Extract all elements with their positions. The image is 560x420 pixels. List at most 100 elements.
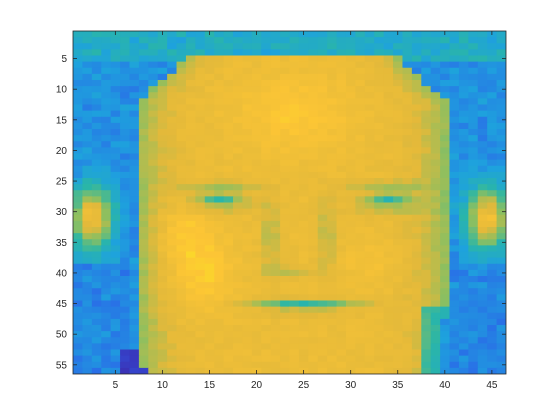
heatmap-cell bbox=[270, 208, 281, 216]
heatmap-cell bbox=[449, 263, 460, 271]
heatmap-cell bbox=[204, 37, 215, 44]
heatmap-cell bbox=[157, 196, 168, 204]
heatmap-cell bbox=[233, 331, 244, 338]
heatmap-cell bbox=[317, 80, 328, 87]
heatmap-cell bbox=[355, 98, 366, 106]
heatmap-cell bbox=[374, 190, 385, 197]
heatmap-cell bbox=[496, 276, 506, 283]
heatmap-cell bbox=[383, 349, 394, 357]
heatmap-cell bbox=[477, 165, 488, 173]
heatmap-cell bbox=[176, 171, 187, 179]
heatmap-cell bbox=[185, 98, 196, 106]
heatmap-cell bbox=[440, 147, 451, 155]
heatmap-cell bbox=[129, 61, 140, 69]
heatmap-cell bbox=[430, 276, 441, 283]
heatmap-cell bbox=[110, 67, 121, 75]
heatmap-cell bbox=[148, 110, 159, 118]
heatmap-cell bbox=[364, 239, 375, 246]
heatmap-cell bbox=[383, 135, 394, 142]
heatmap-cell bbox=[251, 325, 262, 332]
heatmap-cell bbox=[402, 208, 413, 216]
heatmap-cell bbox=[374, 257, 385, 265]
heatmap-cell bbox=[101, 355, 112, 363]
heatmap-cell bbox=[402, 282, 413, 289]
heatmap-cell bbox=[317, 227, 328, 234]
heatmap-cell bbox=[110, 208, 121, 216]
heatmap-cell bbox=[261, 135, 272, 142]
heatmap-cell bbox=[458, 355, 469, 363]
heatmap-cell bbox=[402, 116, 413, 124]
heatmap-cell bbox=[167, 202, 178, 210]
heatmap-cell bbox=[374, 73, 385, 81]
heatmap-cell bbox=[393, 159, 404, 167]
heatmap-cell bbox=[101, 110, 112, 118]
heatmap-cell bbox=[317, 43, 328, 50]
heatmap-cell bbox=[458, 367, 469, 374]
heatmap-cell bbox=[430, 300, 441, 308]
heatmap-cell bbox=[223, 178, 234, 185]
heatmap-cell bbox=[148, 251, 159, 259]
heatmap-cell bbox=[327, 165, 338, 173]
heatmap-cell bbox=[383, 245, 394, 253]
heatmap-cell bbox=[82, 361, 93, 369]
heatmap-cell bbox=[458, 239, 469, 246]
heatmap-cell bbox=[148, 73, 159, 81]
heatmap-cell bbox=[393, 361, 404, 369]
heatmap-cell bbox=[468, 294, 479, 302]
heatmap-cell bbox=[270, 214, 281, 222]
heatmap-cell bbox=[223, 349, 234, 357]
heatmap-cell bbox=[148, 190, 159, 197]
heatmap-cell bbox=[167, 288, 178, 295]
heatmap-cell bbox=[195, 92, 206, 99]
heatmap-cell bbox=[402, 31, 413, 38]
heatmap-cell bbox=[120, 37, 131, 44]
heatmap-cell bbox=[120, 178, 131, 185]
heatmap-cell bbox=[336, 190, 347, 197]
heatmap-cell bbox=[195, 67, 206, 75]
heatmap-cell bbox=[110, 214, 121, 222]
heatmap-cell bbox=[167, 196, 178, 204]
heatmap-cell bbox=[393, 165, 404, 173]
heatmap-cell bbox=[242, 43, 253, 50]
heatmap-cell bbox=[73, 361, 84, 369]
heatmap-cell bbox=[364, 178, 375, 185]
heatmap-cell bbox=[355, 367, 366, 374]
heatmap-cell bbox=[402, 92, 413, 99]
heatmap-cell bbox=[195, 184, 206, 191]
heatmap-cell bbox=[374, 276, 385, 283]
heatmap-cell bbox=[242, 251, 253, 259]
heatmap-cell bbox=[148, 31, 159, 38]
heatmap-cell bbox=[374, 147, 385, 155]
heatmap-cell bbox=[477, 37, 488, 44]
heatmap-cell bbox=[317, 61, 328, 69]
heatmap-cell bbox=[157, 49, 168, 57]
heatmap-cell bbox=[345, 214, 356, 222]
heatmap-cell bbox=[449, 159, 460, 167]
heatmap-cell bbox=[157, 92, 168, 99]
heatmap-cell bbox=[402, 276, 413, 283]
heatmap-cell bbox=[327, 184, 338, 191]
heatmap-cell bbox=[440, 92, 451, 99]
heatmap-cell bbox=[487, 288, 498, 295]
heatmap-cell bbox=[289, 43, 300, 50]
heatmap-cell bbox=[101, 331, 112, 338]
heatmap-cell bbox=[345, 263, 356, 271]
heatmap-cell bbox=[129, 49, 140, 57]
heatmap-cell bbox=[298, 263, 309, 271]
heatmap-cell bbox=[214, 306, 225, 314]
heatmap-cell bbox=[477, 220, 488, 228]
heatmap-cell bbox=[374, 37, 385, 44]
heatmap-cell bbox=[496, 202, 506, 210]
heatmap-cell bbox=[148, 159, 159, 167]
heatmap-cell bbox=[120, 31, 131, 38]
heatmap-cell bbox=[298, 116, 309, 124]
heatmap-cell bbox=[393, 73, 404, 81]
heatmap-cell bbox=[261, 227, 272, 234]
heatmap-cell bbox=[430, 153, 441, 161]
heatmap-cell bbox=[289, 165, 300, 173]
heatmap-cell bbox=[195, 306, 206, 314]
heatmap-cell bbox=[185, 325, 196, 332]
heatmap-cell bbox=[496, 171, 506, 179]
heatmap-cell bbox=[383, 282, 394, 289]
heatmap-cell bbox=[129, 178, 140, 185]
